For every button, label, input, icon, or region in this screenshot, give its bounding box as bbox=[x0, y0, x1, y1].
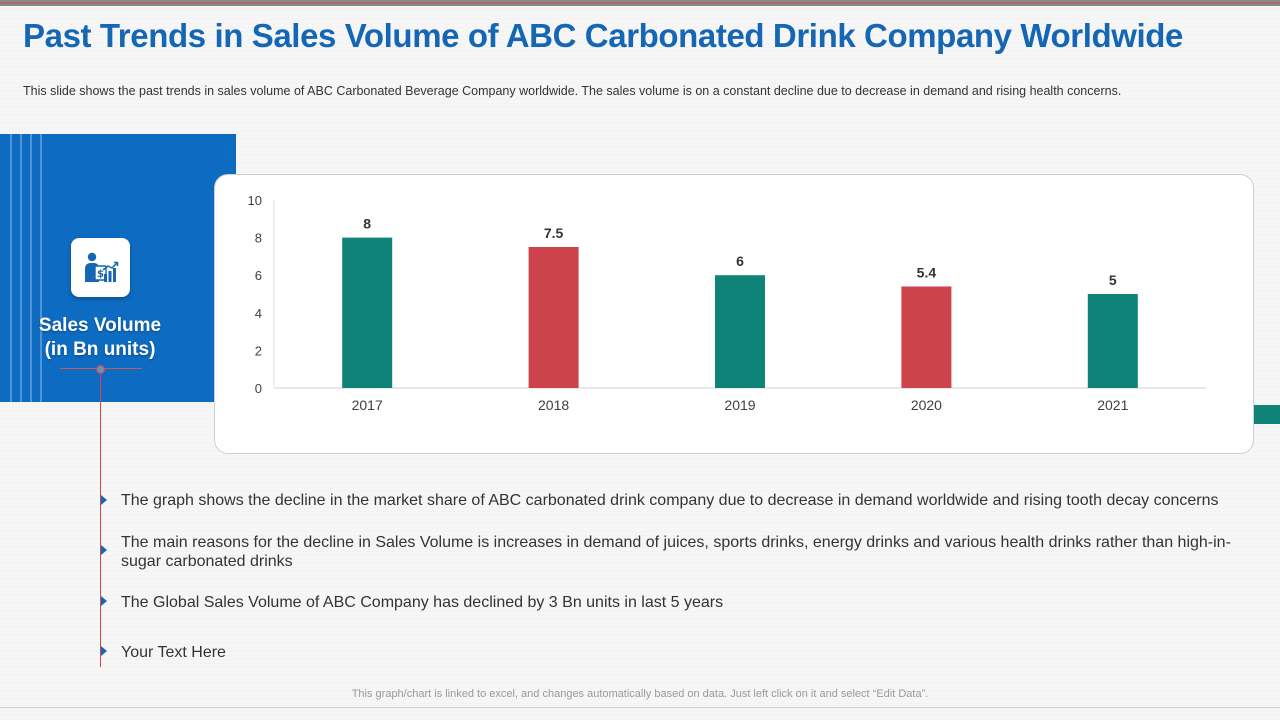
bottom-divider bbox=[0, 707, 1280, 708]
y-tick-label: 10 bbox=[248, 193, 262, 208]
x-tick-label: 2019 bbox=[724, 397, 755, 413]
panel-stripe bbox=[30, 134, 32, 402]
data-label: 7.5 bbox=[544, 225, 564, 241]
businessman-sales-chart-icon: $ bbox=[71, 238, 130, 297]
data-label: 8 bbox=[363, 216, 371, 232]
bar-2020 bbox=[901, 286, 952, 388]
page-title: Past Trends in Sales Volume of ABC Carbo… bbox=[23, 17, 1183, 54]
bullet-arrow-icon bbox=[101, 545, 107, 555]
y-tick-label: 2 bbox=[255, 343, 262, 358]
y-tick-label: 4 bbox=[255, 306, 262, 321]
top-border bbox=[0, 0, 1280, 6]
data-label: 5.4 bbox=[917, 264, 937, 280]
data-labels: 8 7.5 6 5.4 5 bbox=[363, 216, 1117, 288]
y-axis-ticks: 0 2 4 6 8 10 bbox=[248, 193, 262, 396]
bar-2017 bbox=[342, 237, 393, 388]
panel-stripe bbox=[10, 134, 12, 402]
y-tick-label: 0 bbox=[255, 381, 262, 396]
bullet-text: The graph shows the decline in the marke… bbox=[121, 492, 1219, 509]
panel-label-line1: Sales Volume bbox=[38, 315, 162, 336]
svg-text:$: $ bbox=[97, 269, 104, 280]
bar-2018 bbox=[528, 247, 579, 388]
slide-description: This slide shows the past trends in sale… bbox=[23, 84, 1122, 98]
panel-stripe bbox=[20, 134, 22, 402]
bullet-arrow-icon bbox=[101, 596, 107, 606]
x-tick-label: 2017 bbox=[352, 397, 383, 413]
y-tick-label: 6 bbox=[255, 268, 262, 283]
timeline-vertical-line bbox=[100, 369, 101, 667]
bullet-text: The main reasons for the decline in Sale… bbox=[121, 534, 1231, 570]
bar-2021 bbox=[1087, 294, 1138, 388]
footnote: This graph/chart is linked to excel, and… bbox=[351, 688, 929, 700]
bar-series bbox=[342, 237, 1138, 388]
x-tick-label: 2021 bbox=[1097, 397, 1128, 413]
sales-volume-panel: $ Sales Volume (in Bn units) bbox=[0, 134, 236, 402]
panel-label-line2: (in Bn units) bbox=[44, 339, 156, 360]
top-border-accent bbox=[0, 2, 1280, 4]
bullet-arrow-icon bbox=[101, 495, 107, 505]
bullet-text: Your Text Here bbox=[121, 644, 226, 661]
data-label: 6 bbox=[736, 253, 744, 269]
data-label: 5 bbox=[1109, 272, 1117, 288]
timeline-dot bbox=[96, 365, 105, 374]
panel-label: Sales Volume (in Bn units) bbox=[0, 314, 200, 362]
x-tick-label: 2018 bbox=[538, 397, 569, 413]
bullet-arrow-icon bbox=[101, 646, 107, 656]
bullet-text: The Global Sales Volume of ABC Company h… bbox=[121, 594, 724, 611]
teal-accent-tab bbox=[1254, 405, 1280, 424]
x-axis-labels: 2017 2018 2019 2020 2021 bbox=[352, 397, 1129, 413]
x-tick-label: 2020 bbox=[911, 397, 942, 413]
panel-stripe bbox=[40, 134, 42, 402]
bar-2019 bbox=[715, 275, 765, 388]
y-tick-label: 8 bbox=[255, 231, 262, 246]
